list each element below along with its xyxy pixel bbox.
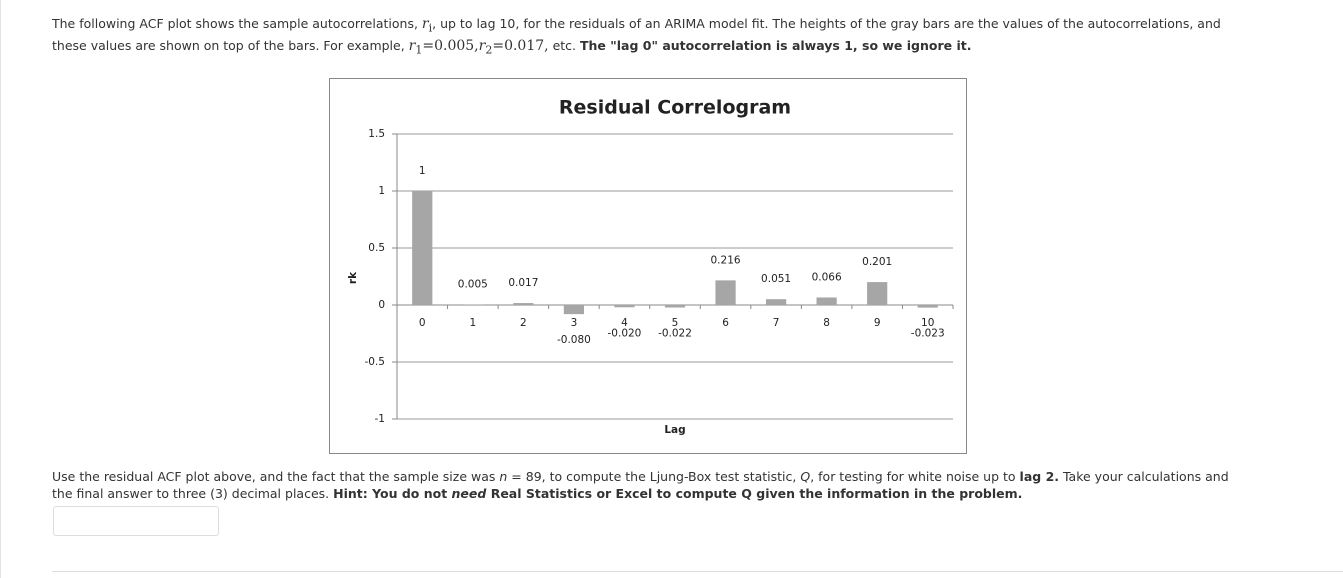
x-tick-label: 9 [874,317,881,329]
value-label: 0.201 [862,256,892,268]
bar [715,280,736,305]
x-tick-label: 10 [921,317,934,329]
text: , for testing for white noise up to [810,469,1020,484]
math: i [428,21,433,35]
y-tick-label: 0.5 [368,242,385,254]
x-axis-label: Lag [664,424,685,436]
math: =0.017, [492,37,549,54]
y-tick-label: -1 [375,413,385,425]
bar [513,303,534,305]
bar [765,299,787,305]
math: 1 [415,43,423,56]
text: The "lag 0" autocorrelation is always 1,… [580,37,972,53]
value-label: -0.023 [911,328,945,340]
bar [664,305,686,308]
text: , up to lag 10, for the residuals of an … [52,16,1221,53]
value-label: 0.005 [458,278,488,290]
x-tick-label: 2 [520,317,527,329]
value-label: -0.080 [557,334,591,346]
value-label: 0.017 [508,277,538,289]
x-tick-label: 1 [469,317,476,329]
text: Take your calculations and the final ans… [52,469,1229,501]
divider [52,571,1343,572]
bar [917,305,938,308]
math: r [408,37,416,54]
text: Real Statistics or Excel to compute Q gi… [486,486,1023,501]
chart-frame [329,78,967,454]
text: etc. [548,37,580,53]
bar [614,305,635,308]
value-label: 0.216 [711,254,741,266]
bar [867,282,888,305]
math: =0.005, [422,37,479,54]
bar [563,305,585,315]
text: Hint: You do not [333,486,452,501]
chart-title: Residual Correlogram [559,97,791,119]
y-axis-label: rk [347,271,359,284]
text: = 89, to compute the Ljung-Box test stat… [507,469,801,484]
x-tick-label: 5 [672,317,679,329]
y-tick-label: 0 [378,299,385,311]
value-label: 0.051 [761,273,791,285]
text: The following ACF plot shows the sample … [52,16,422,31]
math: r [421,16,429,32]
y-tick-label: 1.5 [368,128,385,140]
text: Q [800,469,811,484]
x-tick-label: 3 [571,317,578,329]
chart: Residual Correlogram Lag rk -1 -0.5 0 0.5 1 1… [329,78,967,454]
value-label: 0.066 [812,271,842,283]
value-label: -0.022 [658,328,692,340]
x-tick-label: 4 [621,317,628,329]
bar [816,297,837,305]
text: lag 2. [1019,469,1060,484]
text: n [499,469,508,484]
intro: The following ACF plot shows the sample … [52,15,1252,58]
text: need [451,486,487,501]
value-label: -0.020 [608,327,642,339]
x-tick-label: 6 [722,317,729,329]
bar [462,304,483,305]
y-tick-label: 1 [378,185,385,197]
x-tick-label: 7 [773,317,780,329]
x-tick-label: 8 [823,317,830,329]
question: Use the residual ACF plot above, and the… [52,468,1252,502]
text: Use the residual ACF plot above, and the… [52,469,500,484]
y-tick-label: -0.5 [365,356,386,368]
value-label: 1 [419,165,426,177]
x-tick-label: 0 [419,317,426,329]
answer-input[interactable] [53,506,219,536]
bar [412,191,433,305]
edge-line [0,0,1,578]
math: r [478,37,486,54]
math: 2 [485,43,493,56]
